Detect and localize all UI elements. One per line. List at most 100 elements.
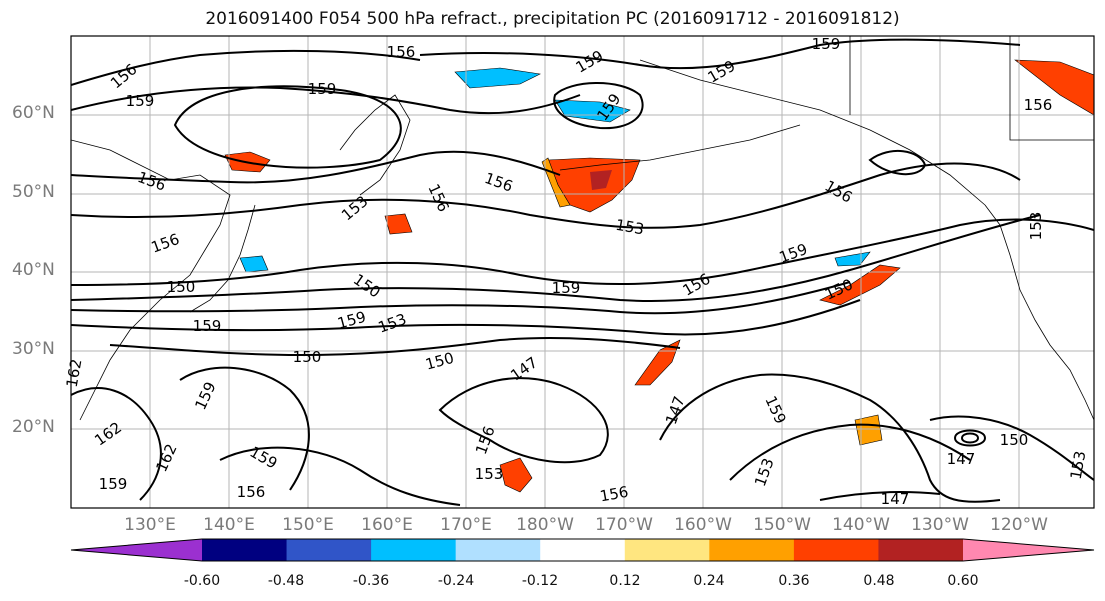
precip-positive-kamchatka [384,213,413,235]
contour-150-se [929,415,1094,481]
contour-150-south [109,337,681,357]
precip-positive-east [819,264,901,306]
colorbar-tick-p024: 0.24 [693,573,725,589]
contour-loop-east [868,149,927,176]
colorbar-segment [540,539,626,561]
contour-low-se [953,429,987,447]
coast-alaska [639,59,986,206]
contour-156-south [219,446,461,506]
contour-label-150-sw: 150 [293,348,322,366]
contour-bering-loop [553,82,644,130]
contour-156-nw [71,49,421,86]
colorbar-tick-m060: -0.60 [183,573,221,589]
colorbar-segments [70,538,1095,562]
lat-label-60n: 60°N [12,103,55,123]
contour-label-156-south: 156 [237,483,266,501]
precip-negative-japan [239,255,269,273]
figure-title: 2016091400 F054 500 hPa refract., precip… [205,9,900,29]
contour-label-159-far-sw: 159 [99,475,128,493]
contour-label-147-se: 147 [947,450,976,468]
precip-positive-ne [1014,59,1094,116]
contour-label-159-west: 159 [193,317,222,335]
contour-label-153-s-center: 153 [475,465,504,483]
lat-label-20n: 20°N [12,417,55,437]
contour-147-bottom [819,491,941,501]
coast-kamchatka [339,94,411,196]
graticule [71,36,1094,508]
contour-159-north [419,38,1021,70]
colorbar-tick-p048: 0.48 [863,573,895,589]
colorbar-segment [624,539,710,561]
coast-japan [189,204,256,313]
contour-153-se [729,423,971,481]
contour-150-mid [71,218,1094,286]
contour-147-se [659,373,1001,503]
colorbar-tick-p036: 0.36 [778,573,810,589]
colorbar-segment [455,539,541,561]
contour-label-153-center: 153 [614,216,645,239]
lon-label-140e: 140°E [203,515,255,535]
colorbar-tick-m012: -0.12 [521,573,559,589]
contour-159-sw [179,366,310,491]
coast-na [984,204,1094,421]
lat-label-50n: 50°N [12,182,55,202]
lon-label-150w: 150°W [753,515,811,535]
colorbar-segment [202,539,288,561]
colorbar-segment [286,539,372,561]
lon-label-120w: 120°W [990,515,1048,535]
contour-label-153-far-se: 153 [1067,449,1090,480]
contour-label-159-n: 159 [308,80,337,98]
colorbar-segment [793,539,879,561]
contour-label-153-coast: 153 [1027,212,1045,241]
contour-label-162-far-sw: 162 [63,357,86,388]
lon-label-130w: 130°W [911,515,969,535]
precip-negative-bering2 [554,99,631,123]
contour-153-jet [71,299,861,336]
contour-label-159-nw: 159 [126,92,155,110]
precip-positive-se [854,414,883,446]
lon-label-160e: 160°E [361,515,413,535]
contour-label-156-n: 156 [387,43,416,61]
precip-negative-bering [454,67,541,89]
colorbar-segment [371,539,457,561]
lat-label-30n: 30°N [12,339,55,359]
precip-positive-bering-core [590,170,612,190]
colorbar-extend-high [963,539,1094,561]
precipitation-shading [224,59,1094,493]
lon-label-130e: 130°E [124,515,176,535]
contour-label-159-central: 159 [552,279,581,297]
colorbar-extend-low [71,539,202,561]
lat-label-40n: 40°N [12,260,55,280]
contour-162-sw [71,387,162,501]
colorbar-segment [878,539,964,561]
lon-label-170e: 170°E [440,515,492,535]
contour-156-jet [71,214,1041,302]
contour-label-156-ne: 156 [1024,96,1053,114]
contour-label-150-west: 150 [167,278,196,296]
precip-positive-south [499,457,533,493]
lon-label-140w: 140°W [832,515,890,535]
contour-label-159-top: 159 [812,35,841,53]
colorbar-outline [70,538,1095,562]
colorbar-segment [709,539,795,561]
colorbar-tick-m048: -0.48 [267,573,305,589]
lon-label-150e: 150°E [282,515,334,535]
contour-loop-ne [173,85,402,169]
contour-159-jet [71,281,851,315]
border-na [849,36,1094,141]
contour-156-mid [71,150,561,184]
lon-label-160w: 160°W [674,515,732,535]
coast-asia [71,139,231,421]
map-frame [70,35,1095,509]
contour-147-loop [438,377,609,464]
colorbar-tick-m024: -0.24 [437,573,475,589]
lon-label-180w: 180°W [516,515,574,535]
lon-label-170w: 170°W [595,515,653,535]
colorbar-tick-p012: 0.12 [609,573,641,589]
height-contours [71,38,1094,506]
contour-153-mid [71,162,1021,229]
contour-159-nw [71,86,581,115]
contour-label-147-bottom: 147 [881,490,910,508]
